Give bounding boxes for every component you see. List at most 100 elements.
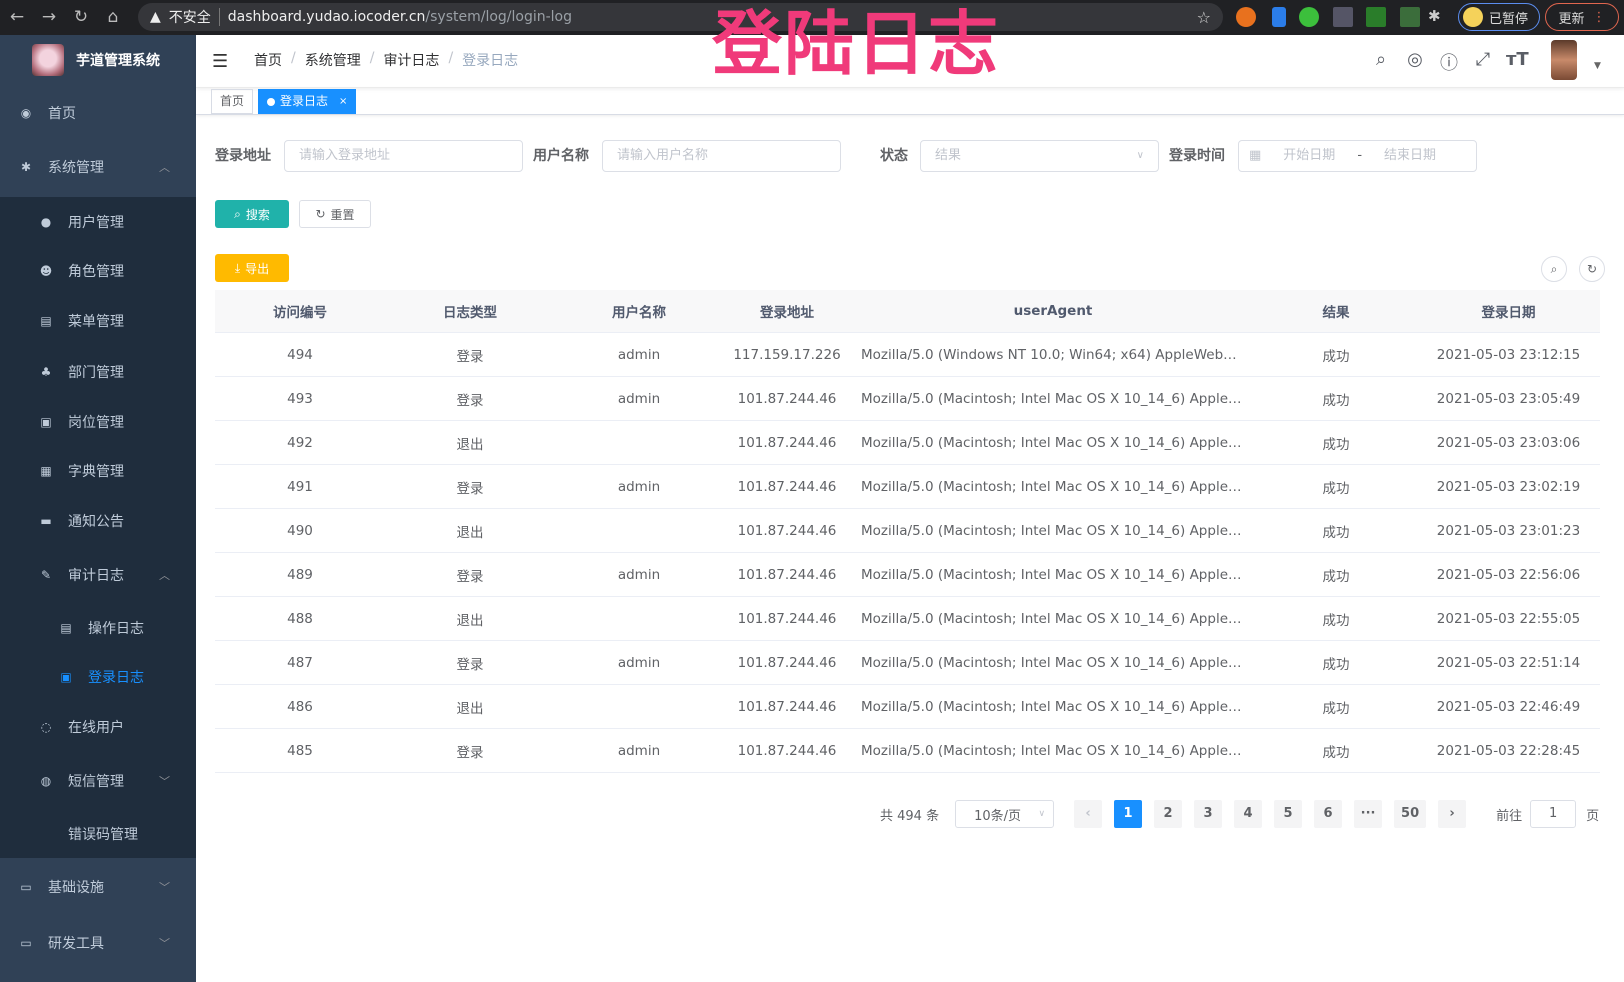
table-row[interactable]: 492 退出 101.87.244.46 Mozilla/5.0 (Macintosh… (215, 421, 1600, 465)
sidebar-item[interactable]: ◍ 短信管理 ﹀ (0, 756, 196, 806)
profile-button[interactable]: 已暂停 (1458, 3, 1540, 31)
sidebar-item[interactable]: ▤ 操作日志 (0, 603, 196, 653)
tag-login-log[interactable]: 登录日志 × (258, 89, 357, 114)
sidebar-item[interactable]: ✱ 系统管理 ︿ (0, 142, 196, 192)
sidebar-logo[interactable]: 芋道管理系统 (0, 35, 196, 85)
extension-icon[interactable] (1272, 7, 1286, 27)
sidebar-item[interactable]: ▤ 菜单管理 (0, 296, 196, 346)
breadcrumb-item[interactable]: 首页 (254, 53, 282, 69)
tag-label: 登录日志 (280, 94, 329, 108)
table-row[interactable]: 494 登录 admin 117.159.17.226 Mozilla/5.0 (Win… (215, 333, 1600, 377)
page-button[interactable]: 1 (1114, 800, 1143, 828)
address-bar[interactable]: ▲ 不安全 dashboard.yudao.iocoder.cn/system/… (138, 3, 1223, 31)
table-cell: 成功 (1322, 524, 1350, 541)
tags-view: 首页 登录日志 × (196, 88, 1624, 115)
username-input[interactable]: 请输入用户名称 (602, 140, 841, 172)
star-icon[interactable]: ☆ (1196, 7, 1211, 27)
sidebar-item[interactable]: ▬ 通知公告 (0, 496, 196, 546)
github-icon[interactable]: ◎ (1407, 49, 1423, 70)
sidebar-item[interactable]: 错误码管理 (0, 809, 196, 859)
page-button[interactable]: 50 (1394, 800, 1427, 828)
table-cell: admin (617, 346, 661, 363)
page-button[interactable]: 5 (1274, 800, 1303, 828)
fullscreen-icon[interactable]: ⤢ (1475, 49, 1491, 70)
close-icon[interactable]: × (339, 96, 348, 107)
table-row[interactable]: 489 登录 admin 101.87.244.46 Mozilla/5.0 (Maci… (215, 553, 1600, 597)
chevron-down-icon: ﹀ (159, 937, 170, 950)
reset-button[interactable]: ↻ 重置 (299, 200, 371, 228)
extension-icon[interactable] (1333, 7, 1353, 27)
breadcrumb-item: 审计日志 (383, 53, 440, 69)
extension-icon[interactable] (1366, 7, 1386, 27)
table-cell: 2021-05-03 23:03:06 (1436, 434, 1581, 451)
puzzle-icon[interactable]: ✱ (1428, 7, 1441, 25)
page-size-select[interactable]: 10条/页 ∨ (955, 800, 1055, 828)
end-date[interactable]: 结束日期 (1384, 148, 1437, 163)
table-row[interactable]: 486 退出 101.87.244.46 Mozilla/5.0 (Macintosh… (215, 685, 1600, 729)
sidebar-item[interactable]: ♣ 部门管理 (0, 347, 196, 397)
sidebar-item[interactable]: ☻ 角色管理 (0, 246, 196, 296)
sidebar-item[interactable]: ▣ 岗位管理 (0, 397, 196, 447)
table-cell: 486 (287, 698, 313, 715)
sidebar-item-label: 基础设施 (48, 880, 104, 896)
sidebar-item[interactable]: ✎ 审计日志 ︿ (0, 550, 196, 600)
search-button[interactable]: ⌕ 搜索 (215, 200, 289, 228)
sidebar-item[interactable]: ▭ 研发工具 ﹀ (0, 918, 196, 968)
page-button[interactable]: ··· (1354, 800, 1383, 828)
extension-icon[interactable] (1236, 7, 1256, 27)
table-cell: 退出 (456, 612, 484, 629)
goto-page-input[interactable]: 1 (1530, 800, 1577, 828)
table-cell: admin (617, 478, 661, 495)
column-header: 日志类型 (443, 305, 497, 321)
back-icon[interactable]: ← (9, 7, 25, 27)
update-button[interactable]: 更新 ⋮ (1545, 3, 1619, 31)
page-button[interactable]: 4 (1234, 800, 1263, 828)
sidebar-item[interactable]: ● 用户管理 (0, 197, 196, 247)
table-row[interactable]: 488 退出 101.87.244.46 Mozilla/5.0 (Macintosh… (215, 597, 1600, 641)
prev-page-button[interactable]: ‹ (1074, 800, 1103, 828)
column-header: 登录地址 (760, 305, 814, 321)
table-row[interactable]: 485 登录 admin 101.87.244.46 Mozilla/5.0 (Maci… (215, 729, 1600, 773)
start-date[interactable]: 开始日期 (1283, 148, 1336, 163)
font-size-icon[interactable]: тT (1506, 49, 1529, 70)
extension-icon[interactable] (1400, 7, 1420, 27)
refresh-table-icon[interactable]: ↻ (1579, 256, 1605, 282)
toggle-search-icon[interactable]: ⌕ (1541, 256, 1567, 282)
export-button[interactable]: ⤓ 导出 (215, 254, 289, 282)
table-cell: 2021-05-03 22:55:05 (1436, 610, 1581, 627)
validcode-icon: ◍ (40, 774, 52, 788)
reload-icon[interactable]: ↻ (73, 7, 89, 27)
date-range-picker[interactable]: ▦ 开始日期 - 结束日期 (1238, 140, 1477, 172)
sidebar-item[interactable]: ◌ 在线用户 (0, 702, 196, 752)
forward-icon[interactable]: → (41, 7, 57, 27)
table-row[interactable]: 490 退出 101.87.244.46 Mozilla/5.0 (Macintosh… (215, 509, 1600, 553)
page-button[interactable]: 3 (1194, 800, 1223, 828)
more-icon: ⋮ (1592, 9, 1606, 25)
placeholder: 结果 (935, 148, 962, 163)
table-row[interactable]: 487 登录 admin 101.87.244.46 Mozilla/5.0 (Maci… (215, 641, 1600, 685)
address-input[interactable]: 请输入登录地址 (284, 140, 523, 172)
extension-icon[interactable] (1299, 7, 1319, 27)
search-icon[interactable]: ⌕ (1375, 49, 1387, 70)
hamburger-icon[interactable]: ☰ (212, 51, 229, 72)
sidebar-item[interactable]: ◉ 首页 (0, 88, 196, 138)
range-separator: - (1357, 148, 1363, 163)
sidebar-item[interactable]: ▦ 字典管理 (0, 446, 196, 496)
tag-home[interactable]: 首页 (211, 89, 254, 114)
sidebar-item[interactable]: ▣ 登录日志 (0, 652, 196, 702)
table-row[interactable]: 493 登录 admin 101.87.244.46 Mozilla/5.0 (Maci… (215, 377, 1600, 421)
next-page-button[interactable]: › (1438, 800, 1467, 828)
status-select[interactable]: 结果 ∨ (920, 140, 1159, 172)
total-count: 共 494 条 (880, 808, 940, 824)
placeholder: 请输入登录地址 (299, 148, 391, 163)
home-icon[interactable]: ⌂ (107, 7, 119, 27)
table-cell: 101.87.244.46 (737, 742, 837, 759)
sidebar-item[interactable]: ▭ 基础设施 ﹀ (0, 862, 196, 912)
caret-down-icon[interactable]: ▼ (1594, 61, 1601, 71)
question-icon[interactable]: ⓘ (1440, 53, 1458, 74)
table-cell: 488 (287, 610, 313, 627)
page-button[interactable]: 6 (1314, 800, 1343, 828)
table-row[interactable]: 491 登录 admin 101.87.244.46 Mozilla/5.0 (Maci… (215, 465, 1600, 509)
avatar[interactable] (1551, 40, 1577, 80)
page-button[interactable]: 2 (1154, 800, 1183, 828)
